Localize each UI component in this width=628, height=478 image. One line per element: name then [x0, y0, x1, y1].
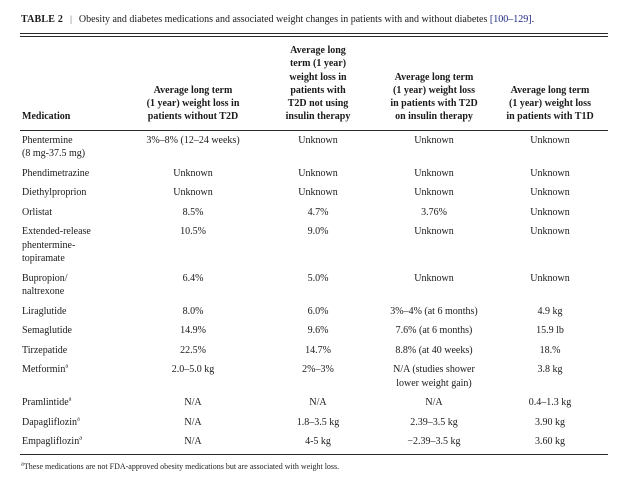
table-row: Empagliflozina N/A 4-5 kg −2.39–3.5 kg 3… — [20, 432, 608, 455]
value-cell: 1.8–3.5 kg — [296, 416, 340, 428]
table-row: Phentermine (8 mg-37.5 mg) 3%–8% (12–24 … — [20, 130, 608, 164]
value-cell: 6.0% — [307, 305, 329, 317]
table-row: Liraglutide 8.0% 6.0% 3%–4% (at 6 months… — [20, 302, 608, 322]
value-cell: Unknown — [530, 272, 570, 284]
table-row: Pramlintidea N/A N/A N/A 0.4–1.3 kg — [20, 393, 608, 413]
value-cell: 22.5% — [180, 344, 206, 356]
table-row: Orlistat 8.5% 4.7% 3.76% Unknown — [20, 203, 608, 223]
value-cell: 4.7% — [307, 206, 329, 218]
value-cell: 2.0–5.0 kg — [171, 364, 215, 376]
value-cell: N/A (studies shower lower weight gain) — [393, 364, 475, 389]
value-cell: N/A — [184, 397, 202, 409]
value-cell: Unknown — [530, 134, 570, 146]
value-cell: 8.5% — [182, 206, 204, 218]
value-cell: 5.0% — [307, 272, 329, 284]
medication-name-cell: Pramlintidea — [22, 395, 72, 409]
value-cell: Unknown — [414, 187, 454, 199]
table-row: Metformina 2.0–5.0 kg 2%–3% N/A (studies… — [20, 360, 608, 393]
table-row: Phendimetrazine Unknown Unknown Unknown … — [20, 164, 608, 184]
table-label: TABLE 2 — [21, 14, 64, 25]
value-cell: 8.8% (at 40 weeks) — [395, 344, 473, 356]
medication-name-cell: Dapagliflozina — [22, 415, 80, 428]
caption-period: . — [531, 14, 535, 25]
medication-name-cell: Metformina — [22, 362, 69, 376]
value-cell: 3%–8% (12–24 weeks) — [146, 134, 240, 146]
value-cell: Unknown — [530, 206, 570, 218]
value-cell: 2.39–3.5 kg — [410, 416, 458, 428]
table-row: Semaglutide 14.9% 9.6% 7.6% (at 6 months… — [20, 321, 608, 341]
value-cell: 14.7% — [305, 344, 331, 356]
value-cell: 3%–4% (at 6 months) — [390, 305, 478, 317]
value-cell: −2.39–3.5 kg — [376, 432, 492, 455]
value-cell: Unknown — [530, 187, 570, 199]
value-cell: Unknown — [530, 226, 570, 238]
column-header-without-t2d: Average long term (1 year) weight loss i… — [126, 37, 260, 131]
medications-weight-loss-table: Medication Average long term (1 year) we… — [20, 37, 608, 455]
value-cell: 4.9 kg — [537, 305, 563, 317]
value-cell: 14.9% — [180, 325, 206, 337]
column-header-t2d-no-insulin: Average long term (1 year) weight loss i… — [260, 37, 376, 131]
medication-name-cell: Phentermine (8 mg-37.5 mg) — [22, 134, 86, 160]
footnote-text: These medications are not FDA-approved o… — [23, 461, 340, 471]
medication-name-cell: Empagliflozina — [20, 432, 126, 455]
value-cell: 8.0% — [182, 305, 204, 317]
table-caption: TABLE 2 | Obesity and diabetes medications… — [21, 13, 608, 26]
value-cell: 4-5 kg — [260, 432, 376, 455]
value-cell: N/A — [425, 397, 443, 409]
value-cell: 2%–3% — [302, 364, 334, 376]
value-cell: 10.5% — [180, 226, 206, 238]
value-cell: N/A — [126, 432, 260, 455]
column-header-t1d: Average long term (1 year) weight loss i… — [492, 37, 608, 131]
table-footnote: aThese medications are not FDA-approved … — [20, 460, 608, 472]
table-row: Extended-release phentermine- topiramate… — [20, 222, 608, 269]
value-cell: Unknown — [298, 167, 338, 179]
table-row: Bupropion/ naltrexone 6.4% 5.0% Unknown … — [20, 269, 608, 302]
table-row: Dapagliflozina N/A 1.8–3.5 kg 2.39–3.5 k… — [20, 413, 608, 433]
medication-name-cell: Liraglutide — [22, 305, 67, 317]
footnote-marker: a — [21, 460, 24, 468]
citation-link[interactable]: [100–129] — [489, 14, 532, 25]
value-cell: 18.% — [539, 344, 561, 356]
value-cell: 0.4–1.3 kg — [528, 397, 572, 409]
value-cell: 15.9 lb — [536, 325, 564, 337]
value-cell: Unknown — [530, 167, 570, 179]
value-cell: 9.0% — [307, 226, 329, 238]
value-cell: 7.6% (at 6 months) — [395, 325, 473, 337]
value-cell: Unknown — [414, 226, 454, 238]
value-cell: 3.60 kg — [492, 432, 608, 455]
value-cell: Unknown — [298, 187, 338, 199]
table-row: Diethylproprion Unknown Unknown Unknown … — [20, 183, 608, 203]
value-cell: Unknown — [173, 187, 213, 199]
column-header-medication: Medication — [20, 37, 126, 131]
value-cell: 6.4% — [182, 272, 204, 284]
column-header-t2d-on-insulin: Average long term (1 year) weight loss i… — [376, 37, 492, 131]
value-cell: Unknown — [298, 134, 338, 146]
value-cell: Unknown — [414, 134, 454, 146]
value-cell: 3.8 kg — [537, 364, 563, 376]
value-cell: N/A — [184, 416, 202, 428]
caption-separator: | — [70, 14, 72, 24]
medication-name-cell: Diethylproprion — [22, 187, 87, 199]
medication-name-cell: Semaglutide — [22, 325, 72, 337]
value-cell: Unknown — [173, 167, 213, 179]
medication-name-cell: Tirzepatide — [22, 344, 68, 356]
medication-name-cell: Phendimetrazine — [22, 167, 90, 179]
value-cell: N/A — [309, 397, 327, 409]
title-divider-rule — [20, 33, 608, 37]
medication-name-cell: Orlistat — [22, 206, 52, 218]
value-cell: 3.90 kg — [535, 416, 565, 428]
value-cell: 3.76% — [421, 206, 447, 218]
medication-name-cell: Extended-release phentermine- topiramate — [22, 226, 91, 265]
value-cell: Unknown — [414, 272, 454, 284]
value-cell: Unknown — [414, 167, 454, 179]
header-row: Medication Average long term (1 year) we… — [20, 37, 608, 131]
medication-name-cell: Bupropion/ naltrexone — [22, 272, 68, 298]
value-cell: 9.6% — [307, 325, 329, 337]
caption-text: Obesity and diabetes medications and ass… — [78, 14, 490, 25]
table-row: Tirzepatide 22.5% 14.7% 8.8% (at 40 week… — [20, 341, 608, 361]
